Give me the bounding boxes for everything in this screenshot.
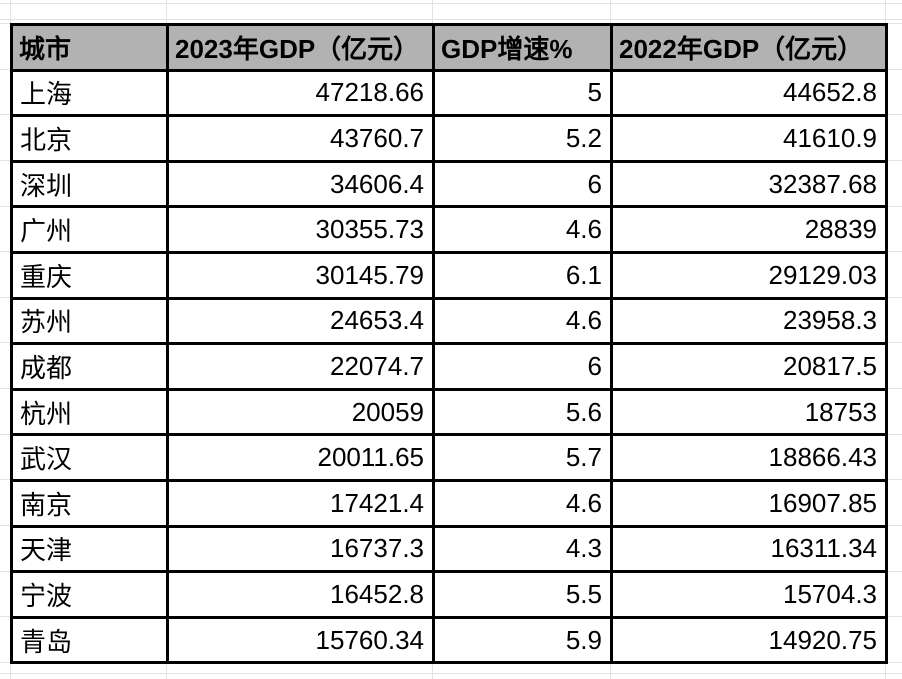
gridline xyxy=(0,673,902,674)
gdp2022-cell[interactable]: 15704.3 xyxy=(610,570,888,619)
growth-cell[interactable]: 5.6 xyxy=(432,387,613,437)
growth-cell[interactable]: 5 xyxy=(432,68,613,118)
city-cell[interactable]: 深圳 xyxy=(10,159,169,209)
gdp2023-cell[interactable]: 22074.7 xyxy=(166,342,435,391)
table-row: 杭州 20059 5.6 18753 xyxy=(10,387,888,437)
header-growth-cell[interactable]: GDP增速% xyxy=(432,23,613,72)
table-row: 北京 43760.7 5.2 41610.9 xyxy=(10,114,888,163)
gdp2023-cell[interactable]: 15760.34 xyxy=(166,615,435,665)
table-row: 广州 30355.73 4.6 28839 xyxy=(10,205,888,254)
gdp2022-cell[interactable]: 44652.8 xyxy=(610,68,888,118)
gridline xyxy=(0,19,902,20)
city-cell[interactable]: 上海 xyxy=(10,68,169,118)
table-row: 苏州 24653.4 4.6 23958.3 xyxy=(10,296,888,346)
city-cell[interactable]: 重庆 xyxy=(10,250,169,300)
city-cell[interactable]: 青岛 xyxy=(10,615,169,665)
header-gdp2023-cell[interactable]: 2023年GDP（亿元） xyxy=(166,23,435,72)
growth-cell[interactable]: 5.5 xyxy=(432,570,613,619)
growth-cell[interactable]: 5.7 xyxy=(432,433,613,482)
gdp2023-cell[interactable]: 20059 xyxy=(166,387,435,437)
table-row: 天津 16737.3 4.3 16311.34 xyxy=(10,524,888,574)
table-row: 青岛 15760.34 5.9 14920.75 xyxy=(10,615,888,665)
gridline xyxy=(0,3,902,4)
table-row: 武汉 20011.65 5.7 18866.43 xyxy=(10,433,888,482)
growth-cell[interactable]: 4.3 xyxy=(432,524,613,574)
city-cell[interactable]: 杭州 xyxy=(10,387,169,437)
gdp2022-cell[interactable]: 29129.03 xyxy=(610,250,888,300)
gdp2022-cell[interactable]: 16311.34 xyxy=(610,524,888,574)
growth-cell[interactable]: 4.6 xyxy=(432,205,613,254)
table-row: 上海 47218.66 5 44652.8 xyxy=(10,68,888,118)
header-row: 城市 2023年GDP（亿元） GDP增速% 2022年GDP（亿元） xyxy=(10,23,888,72)
city-cell[interactable]: 广州 xyxy=(10,205,169,254)
city-cell[interactable]: 成都 xyxy=(10,342,169,391)
growth-cell[interactable]: 5.2 xyxy=(432,114,613,163)
gdp2023-cell[interactable]: 30355.73 xyxy=(166,205,435,254)
header-city-cell[interactable]: 城市 xyxy=(10,23,169,72)
gdp2023-cell[interactable]: 20011.65 xyxy=(166,433,435,482)
city-cell[interactable]: 武汉 xyxy=(10,433,169,482)
growth-cell[interactable]: 6 xyxy=(432,159,613,209)
city-cell[interactable]: 苏州 xyxy=(10,296,169,346)
city-cell[interactable]: 南京 xyxy=(10,478,169,528)
table-row: 重庆 30145.79 6.1 29129.03 xyxy=(10,250,888,300)
gdp-table: 城市 2023年GDP（亿元） GDP增速% 2022年GDP（亿元） 上海 4… xyxy=(10,23,888,665)
growth-cell[interactable]: 4.6 xyxy=(432,478,613,528)
gdp2023-cell[interactable]: 16452.8 xyxy=(166,570,435,619)
table-row: 深圳 34606.4 6 32387.68 xyxy=(10,159,888,209)
growth-cell[interactable]: 6 xyxy=(432,342,613,391)
gdp2022-cell[interactable]: 20817.5 xyxy=(610,342,888,391)
header-gdp2022-cell[interactable]: 2022年GDP（亿元） xyxy=(610,23,888,72)
gdp2022-cell[interactable]: 18753 xyxy=(610,387,888,437)
city-cell[interactable]: 天津 xyxy=(10,524,169,574)
gdp2022-cell[interactable]: 16907.85 xyxy=(610,478,888,528)
growth-cell[interactable]: 4.6 xyxy=(432,296,613,346)
gdp2022-cell[interactable]: 18866.43 xyxy=(610,433,888,482)
gdp2023-cell[interactable]: 17421.4 xyxy=(166,478,435,528)
city-cell[interactable]: 宁波 xyxy=(10,570,169,619)
gdp2023-cell[interactable]: 24653.4 xyxy=(166,296,435,346)
gdp2022-cell[interactable]: 32387.68 xyxy=(610,159,888,209)
gdp2023-cell[interactable]: 16737.3 xyxy=(166,524,435,574)
gdp2022-cell[interactable]: 14920.75 xyxy=(610,615,888,665)
gdp2022-cell[interactable]: 41610.9 xyxy=(610,114,888,163)
gdp2022-cell[interactable]: 28839 xyxy=(610,205,888,254)
gdp2022-cell[interactable]: 23958.3 xyxy=(610,296,888,346)
gdp2023-cell[interactable]: 34606.4 xyxy=(166,159,435,209)
growth-cell[interactable]: 6.1 xyxy=(432,250,613,300)
city-cell[interactable]: 北京 xyxy=(10,114,169,163)
gdp2023-cell[interactable]: 30145.79 xyxy=(166,250,435,300)
gdp2023-cell[interactable]: 47218.66 xyxy=(166,68,435,118)
table-row: 南京 17421.4 4.6 16907.85 xyxy=(10,478,888,528)
table-row: 成都 22074.7 6 20817.5 xyxy=(10,342,888,391)
gdp2023-cell[interactable]: 43760.7 xyxy=(166,114,435,163)
growth-cell[interactable]: 5.9 xyxy=(432,615,613,665)
table-row: 宁波 16452.8 5.5 15704.3 xyxy=(10,570,888,619)
